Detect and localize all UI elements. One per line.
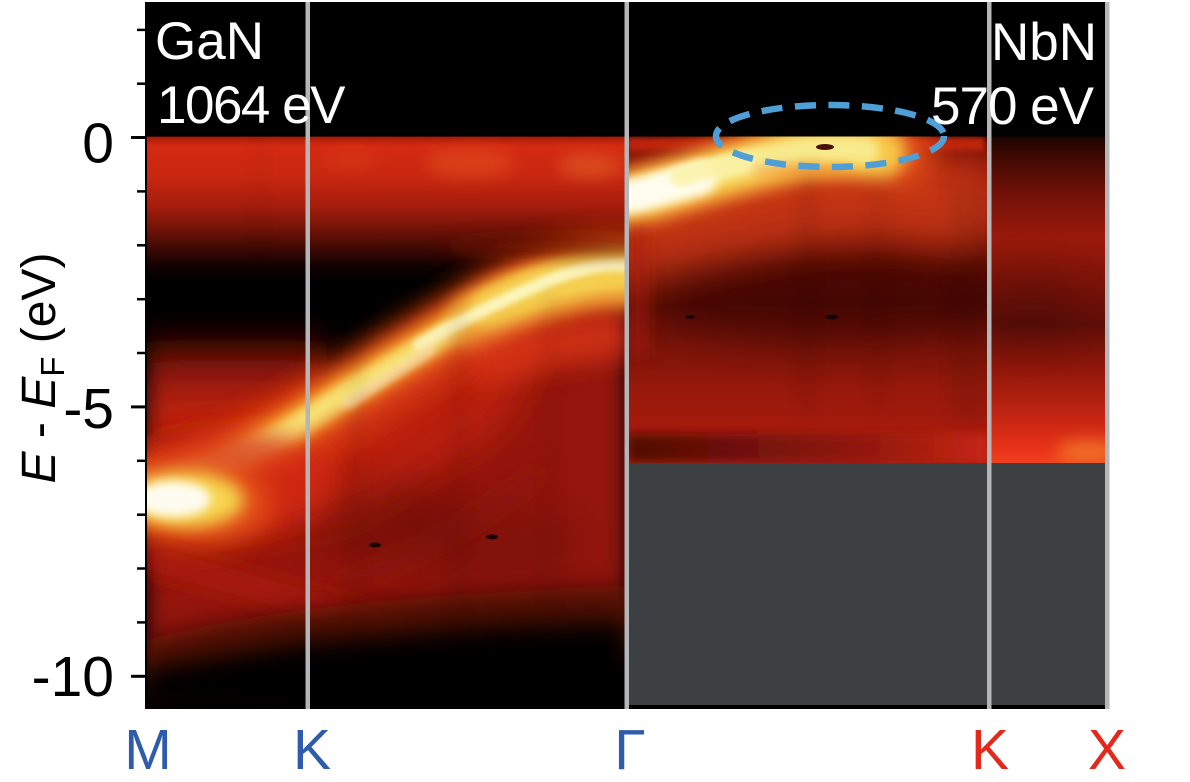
svg-text:0: 0: [82, 112, 114, 176]
svg-text:1064 eV: 1064 eV: [157, 76, 346, 135]
svg-text:E - EF (eV): E - EF (eV): [13, 253, 71, 484]
svg-text:-10: -10: [32, 645, 114, 709]
svg-text:NbN: NbN: [991, 13, 1097, 72]
svg-text:K: K: [293, 718, 331, 782]
svg-text:X: X: [1088, 718, 1126, 782]
svg-text:Γ: Γ: [614, 718, 645, 782]
svg-text:K: K: [971, 718, 1009, 782]
svg-text:570 eV: 570 eV: [931, 77, 1095, 136]
svg-text:GaN: GaN: [155, 12, 264, 71]
svg-text:-5: -5: [63, 377, 114, 441]
svg-text:M: M: [124, 718, 171, 782]
